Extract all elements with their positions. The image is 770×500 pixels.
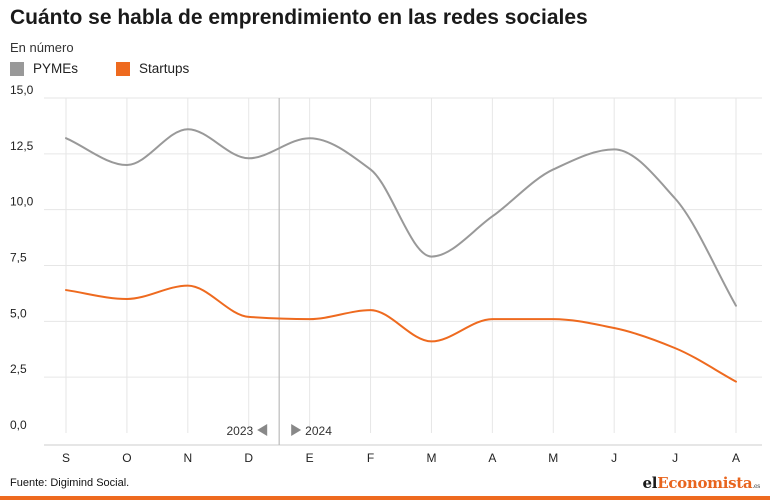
legend: PYMEs Startups [10,61,189,76]
x-tick-label: A [488,451,496,465]
x-tick-label: M [426,451,436,465]
x-tick-label: J [672,451,678,465]
y-tick-label: 10,0 [10,195,34,209]
period-label-2023: 2023 [226,424,253,438]
x-tick-label: S [62,451,70,465]
x-tick-label: A [732,451,740,465]
y-tick-label: 15,0 [10,83,34,97]
chart-title: Cuánto se habla de emprendimiento en las… [10,6,588,29]
x-tick-label: E [306,451,314,465]
x-tick-label: J [611,451,617,465]
arrow-left-icon [257,424,268,436]
legend-item-pymes[interactable]: PYMEs [10,61,78,76]
period-label-2024: 2024 [305,424,332,438]
chart-subtitle: En número [10,40,74,55]
legend-item-startups[interactable]: Startups [116,61,189,76]
arrow-right-icon [291,424,302,436]
y-tick-label: 12,5 [10,139,34,153]
y-tick-label: 5,0 [10,306,27,320]
x-tick-label: N [183,451,192,465]
footer-bar [0,496,770,500]
y-tick-label: 7,5 [10,251,27,265]
line-chart: 0,0 2,5 5,0 7,5 10,0 12,5 15,0 2023 2024 S O N D E F M A… [10,83,762,465]
x-tick-label: M [548,451,558,465]
source-note: Fuente: Digimind Social. [10,477,130,489]
x-tick-label: F [367,451,374,465]
legend-swatch-startups [116,61,131,76]
legend-label-startups: Startups [139,61,190,76]
y-tick-label: 0,0 [10,418,27,432]
eleconomista-logo: elEconomista.es [642,474,761,492]
legend-label-pymes: PYMEs [33,61,79,76]
series-line-startups[interactable] [65,284,737,383]
y-tick-label: 2,5 [10,362,27,376]
x-tick-label: O [122,451,131,465]
series-line-pymes[interactable] [65,128,737,307]
x-tick-label: D [244,451,253,465]
legend-swatch-pymes [10,61,24,76]
